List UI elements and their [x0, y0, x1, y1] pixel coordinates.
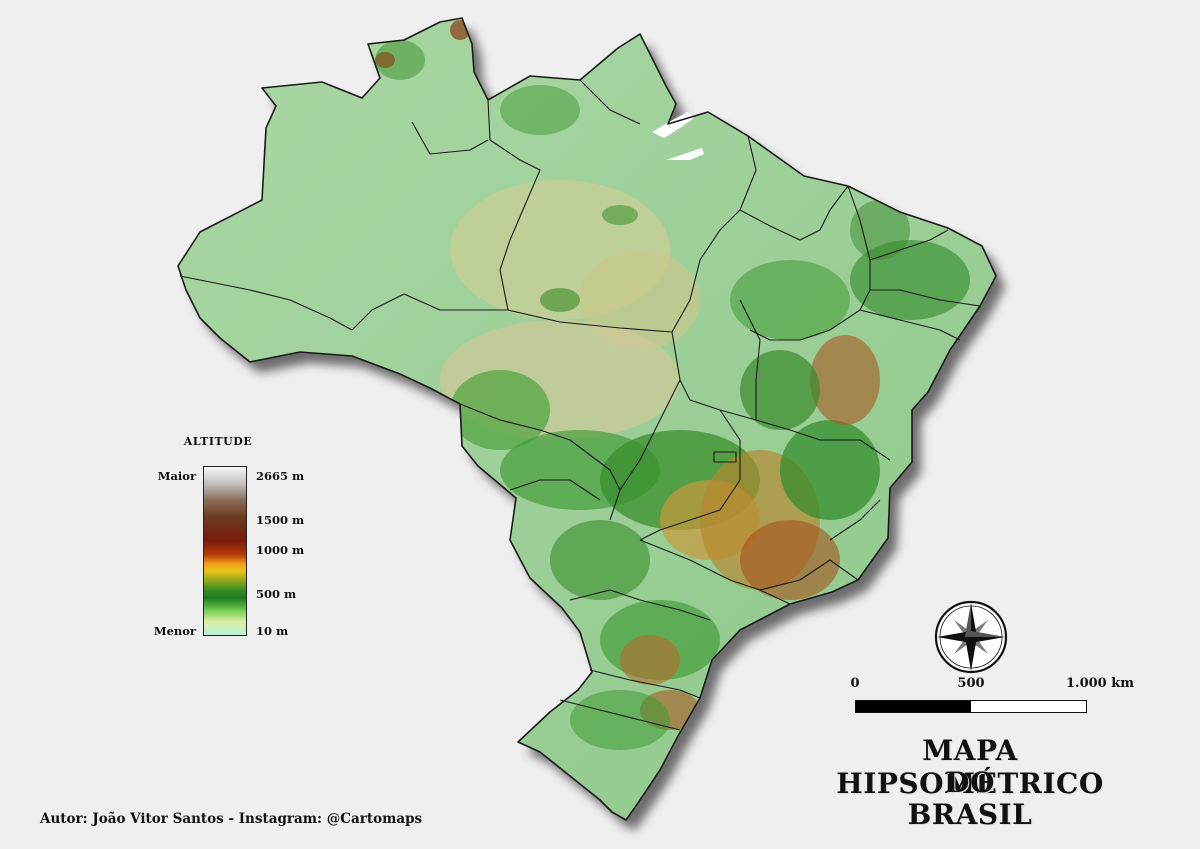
- legend-value-1000: 1000 m: [256, 543, 305, 557]
- map-title-line-3: BRASIL: [907, 798, 1033, 831]
- map-title-line-2: DO: [945, 766, 995, 799]
- legend-value-2665: 2665 m: [256, 469, 305, 483]
- scale-segment-black: [856, 701, 971, 712]
- relief-layer: [375, 20, 970, 750]
- river-mouth: [652, 112, 704, 160]
- legend-title: ALTITUDE: [183, 435, 253, 448]
- scale-label-0: 0: [850, 676, 860, 691]
- legend-value-500: 500 m: [256, 587, 297, 601]
- scale-label-500: 500: [957, 676, 985, 691]
- legend-top-label: Maior: [157, 469, 196, 483]
- legend-bottom-label: Menor: [153, 624, 196, 638]
- altitude-color-ramp: [203, 466, 247, 636]
- compass-rose-icon: [934, 600, 1008, 674]
- state-borders: [177, 17, 997, 821]
- scale-bar: [855, 700, 1087, 713]
- legend-value-1500: 1500 m: [256, 513, 305, 527]
- scale-label-1000: 1.000 km: [1066, 676, 1134, 691]
- scale-segment-white: [971, 701, 1086, 712]
- legend-value-10: 10 m: [256, 624, 289, 638]
- author-credit: Autor: João Vitor Santos - Instagram: @C…: [40, 811, 423, 827]
- map-title-line-1: MAPA HIPSOMÉTRICO: [836, 734, 1104, 800]
